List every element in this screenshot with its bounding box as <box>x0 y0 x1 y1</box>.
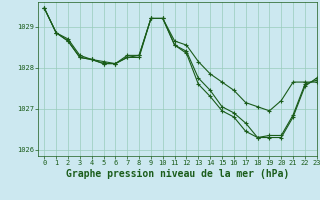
X-axis label: Graphe pression niveau de la mer (hPa): Graphe pression niveau de la mer (hPa) <box>66 169 289 179</box>
